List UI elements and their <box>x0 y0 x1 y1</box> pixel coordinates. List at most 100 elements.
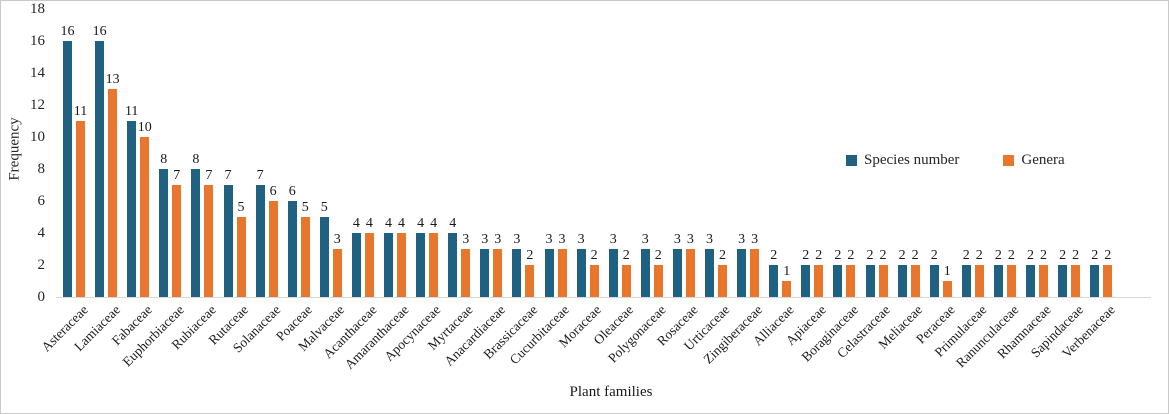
data-label: 2 <box>1091 248 1099 263</box>
species-bar <box>897 265 907 297</box>
species-bar <box>801 265 811 297</box>
data-label: 4 <box>430 216 438 231</box>
genera-bar <box>493 249 503 297</box>
species-bar <box>480 249 490 297</box>
species-bar <box>833 265 843 297</box>
species-bar <box>384 233 393 297</box>
data-label: 2 <box>847 248 855 263</box>
data-label: 3 <box>641 232 649 247</box>
y-tick-label: 2 <box>37 257 46 273</box>
data-label: 3 <box>494 232 502 247</box>
data-label: 2 <box>1059 248 1067 263</box>
data-label: 2 <box>802 248 810 263</box>
legend-label: Genera <box>1021 152 1065 168</box>
data-label: 2 <box>930 248 938 263</box>
y-tick-label: 6 <box>37 193 46 209</box>
data-label: 3 <box>751 232 759 247</box>
data-label: 5 <box>301 200 309 215</box>
data-label: 1 <box>943 264 951 279</box>
data-label: 7 <box>224 168 232 183</box>
genera-bar <box>108 89 118 297</box>
genera-bar <box>1103 265 1113 297</box>
data-label: 3 <box>545 232 553 247</box>
genera-bar <box>172 185 182 297</box>
data-label: 6 <box>288 184 296 199</box>
data-label: 16 <box>60 24 75 39</box>
y-tick-label: 0 <box>37 289 46 305</box>
data-label: 3 <box>686 232 694 247</box>
genera-bar <box>397 233 406 297</box>
species-bar <box>255 185 265 297</box>
y-tick-label: 18 <box>30 1 45 17</box>
genera-bar <box>300 217 310 297</box>
data-label: 3 <box>513 232 521 247</box>
genera-bar <box>814 265 824 297</box>
data-label: 8 <box>160 152 168 167</box>
data-label: 3 <box>706 232 713 247</box>
legend-item-genera: Genera <box>1003 152 1065 169</box>
data-label: 2 <box>994 248 1002 263</box>
species-bar <box>351 233 361 297</box>
species-bar <box>416 233 426 297</box>
data-label: 6 <box>269 184 277 199</box>
data-label: 3 <box>609 232 617 247</box>
data-label: 2 <box>1040 248 1047 263</box>
data-label: 4 <box>398 216 405 231</box>
genera-bar <box>332 249 342 297</box>
species-bar <box>95 41 105 297</box>
species-bar <box>287 201 297 297</box>
data-label: 3 <box>333 232 341 247</box>
species-bar <box>319 217 329 297</box>
species-bar <box>737 249 747 297</box>
legend-swatch-icon <box>1003 155 1015 166</box>
data-label: 3 <box>577 232 585 247</box>
data-label: 2 <box>911 248 919 263</box>
data-label: 4 <box>352 216 360 231</box>
data-label: 2 <box>590 248 598 263</box>
species-bar <box>191 169 201 297</box>
y-tick-label: 4 <box>37 225 46 241</box>
data-label: 3 <box>738 232 746 247</box>
data-label: 2 <box>526 248 534 263</box>
genera-bar <box>782 281 792 297</box>
legend: Species number Genera <box>846 152 1065 169</box>
genera-bar <box>718 265 727 297</box>
species-bar <box>608 249 618 297</box>
species-bar <box>769 265 779 297</box>
species-bar <box>1090 265 1100 297</box>
genera-bar <box>557 249 567 297</box>
data-label: 2 <box>1104 248 1112 263</box>
genera-bar <box>685 249 695 297</box>
data-label: 2 <box>879 248 887 263</box>
species-bar <box>127 121 137 297</box>
data-label: 2 <box>1007 248 1015 263</box>
genera-bar <box>429 233 439 297</box>
genera-bar <box>846 265 856 297</box>
genera-bar <box>1071 265 1081 297</box>
y-tick-label: 10 <box>30 129 45 145</box>
legend-item-species-number: Species number <box>846 152 959 169</box>
data-label: 2 <box>1072 248 1080 263</box>
data-label: 4 <box>365 216 373 231</box>
species-bar <box>223 185 233 297</box>
data-label: 3 <box>558 232 566 247</box>
genera-bar <box>1039 265 1048 297</box>
data-label: 7 <box>173 168 181 183</box>
genera-bar <box>204 185 214 297</box>
genera-bar <box>750 249 760 297</box>
genera-bar <box>461 249 471 297</box>
genera-bar <box>268 201 278 297</box>
species-bar <box>705 249 714 297</box>
data-label: 3 <box>673 232 681 247</box>
species-bar <box>512 249 522 297</box>
species-bar <box>544 249 554 297</box>
data-label: 3 <box>481 232 489 247</box>
data-label: 2 <box>962 248 970 263</box>
genera-bar <box>1006 265 1016 297</box>
data-label: 2 <box>1027 248 1034 263</box>
data-label: 2 <box>815 248 823 263</box>
genera-bar <box>974 265 984 297</box>
data-label: 13 <box>105 72 120 87</box>
data-label: 2 <box>898 248 906 263</box>
